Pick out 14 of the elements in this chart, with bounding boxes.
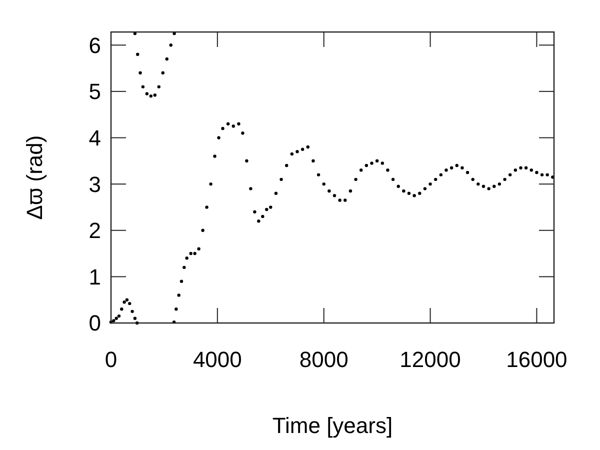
y-tick-label: 1 (88, 264, 101, 290)
x-tick-label: 12000 (400, 347, 461, 372)
y-axis-title: Δϖ (rad) (22, 135, 47, 220)
y-tick-label: 6 (88, 32, 101, 58)
y-tick-label: 0 (88, 310, 101, 336)
x-tick-label: 16000 (506, 347, 568, 372)
y-tick-label: 4 (88, 125, 101, 150)
x-tick-label: 4000 (192, 347, 242, 372)
y-tick-label: 2 (88, 218, 101, 244)
y-tick-label: 3 (88, 172, 101, 197)
x-tick-label: 8000 (299, 347, 348, 372)
x-tick-label: 0 (104, 347, 118, 372)
y-tick-label: 5 (88, 79, 101, 104)
x-axis-title: Time [years] (272, 413, 393, 438)
